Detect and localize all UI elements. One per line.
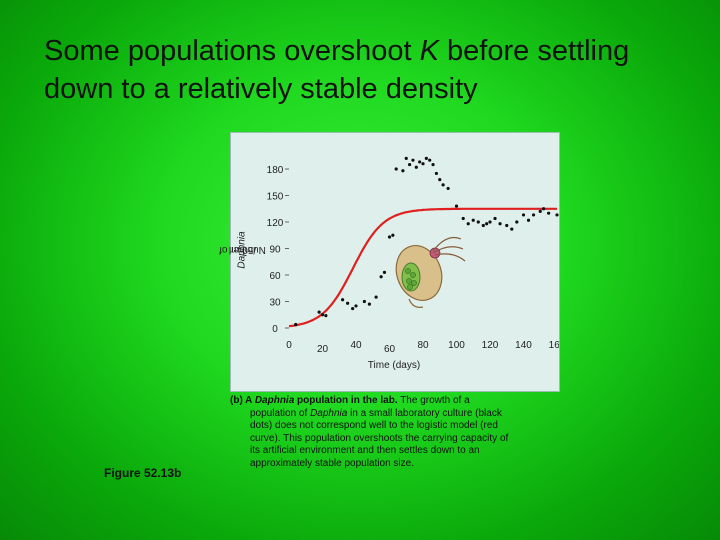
daphnia-egg xyxy=(406,278,412,284)
observed-point xyxy=(481,223,485,228)
observed-point xyxy=(493,216,497,221)
observed-point xyxy=(515,220,519,224)
observed-point xyxy=(424,156,428,160)
slide-title: Some populations overshoot K before sett… xyxy=(44,32,684,108)
x-axis-label: Time (days) xyxy=(367,360,421,371)
daphnia-egg xyxy=(411,280,417,286)
observed-point xyxy=(434,171,438,176)
observed-point xyxy=(374,295,378,299)
observed-point xyxy=(404,156,408,160)
observed-point xyxy=(341,298,345,302)
daphnia-tail xyxy=(408,298,424,308)
y-tick-label: 120 xyxy=(267,218,284,229)
observed-point xyxy=(555,213,559,217)
x-tick-label: 140 xyxy=(515,340,532,351)
caption-bold-rest: population in the lab. xyxy=(294,395,398,406)
x-tick-label: 120 xyxy=(482,340,499,351)
observed-point xyxy=(408,162,412,167)
logistic-curve xyxy=(288,207,557,328)
observed-point xyxy=(354,304,358,308)
y-tick-label: 30 xyxy=(269,298,281,309)
observed-point xyxy=(294,322,298,327)
observed-point xyxy=(538,209,542,213)
y-tick-label: 60 xyxy=(269,271,281,282)
observed-point xyxy=(379,275,383,279)
observed-point xyxy=(421,162,425,166)
observed-point xyxy=(351,306,355,311)
x-tick-label: 20 xyxy=(317,344,329,355)
caption-line-3: dots) does not correspond well to the lo… xyxy=(250,420,498,432)
daphnia-chart: 0 30 60 90 120 150 180 0 20 40 60 80 100 120 140 160 xyxy=(267,156,559,355)
y-tick-label: 150 xyxy=(267,192,284,203)
x-tick-label: 160 xyxy=(549,340,559,351)
observed-point xyxy=(401,169,405,173)
daphnia-egg xyxy=(407,284,413,290)
observed-point xyxy=(476,220,480,224)
observed-point xyxy=(441,183,445,187)
observed-point xyxy=(414,165,418,169)
observed-point xyxy=(367,302,371,306)
caption-line-6: approximately stable population size. xyxy=(250,457,414,469)
observed-point xyxy=(387,235,392,239)
y-tick-label: 90 xyxy=(269,245,281,256)
observed-point xyxy=(391,233,395,237)
observed-point xyxy=(498,222,502,226)
daphnia-egg xyxy=(410,272,416,278)
observed-point xyxy=(466,222,470,226)
x-tick-label: 80 xyxy=(417,340,429,351)
observed-point xyxy=(510,227,514,231)
title-k: K xyxy=(419,35,439,67)
figure-caption: (b) A Daphnia population in the lab. The… xyxy=(230,395,565,471)
x-tick-label: 40 xyxy=(350,340,362,351)
observed-point xyxy=(362,299,366,304)
observed-point xyxy=(418,160,422,164)
y-axis-label: Number of Daphnia/50 ml xyxy=(219,160,266,340)
title-part-1: Some populations overshoot xyxy=(44,35,420,67)
caption-line-2: population of Daphnia in a small laborat… xyxy=(230,408,565,421)
caption-text-1: The growth of a xyxy=(397,395,470,406)
observed-point xyxy=(526,218,531,222)
observed-point xyxy=(485,222,489,226)
caption-line-4: curve). This population overshoots the c… xyxy=(250,432,509,444)
observed-point xyxy=(346,301,350,305)
observed-point xyxy=(521,213,526,217)
caption-line-5: its artificial environment and then sett… xyxy=(250,445,480,457)
x-tick-label: 0 xyxy=(286,340,292,351)
observed-point xyxy=(438,178,442,182)
observed-point xyxy=(382,270,387,274)
observed-point xyxy=(542,207,546,211)
y-tick-label: 0 xyxy=(272,324,278,335)
observed-point xyxy=(317,310,321,314)
observed-point xyxy=(324,314,328,318)
x-tick-label: 100 xyxy=(448,340,465,351)
caption-text-2: population of xyxy=(250,407,311,419)
daphnia-illustration xyxy=(395,236,466,308)
observed-point xyxy=(505,223,509,228)
daphnia-egg xyxy=(405,268,411,274)
observed-point xyxy=(320,313,325,317)
observed-point xyxy=(471,218,475,222)
observed-point xyxy=(531,213,536,217)
y-label-suffix: /50 ml xyxy=(228,244,256,256)
caption-text-2-rest: in a small laboratory culture (black xyxy=(347,407,502,419)
observed-point xyxy=(547,211,551,215)
observed-point xyxy=(428,158,432,162)
observed-point xyxy=(394,167,398,171)
observed-point xyxy=(461,216,465,221)
y-tick-label: 180 xyxy=(267,165,284,176)
chart-panel: 0 30 60 90 120 150 180 0 20 40 60 80 100 120 140 160 xyxy=(230,132,560,392)
observed-point xyxy=(431,162,435,167)
title-part-2: before settling down to a relatively sta… xyxy=(44,35,630,105)
caption-daphnia-italic: Daphnia xyxy=(310,407,348,419)
caption-line-1: (b) A Daphnia population in the lab. The… xyxy=(230,395,565,408)
caption-daphnia-bold: Daphnia xyxy=(254,395,295,406)
x-tick-label: 60 xyxy=(384,344,396,355)
observed-point xyxy=(411,158,415,162)
daphnia-antennae xyxy=(432,236,466,262)
observed-point xyxy=(454,204,459,208)
observed-point xyxy=(446,186,450,191)
caption-prefix: (b) A xyxy=(230,395,255,406)
observed-point xyxy=(488,220,492,224)
figure-label: Figure 52.13b xyxy=(104,466,182,480)
